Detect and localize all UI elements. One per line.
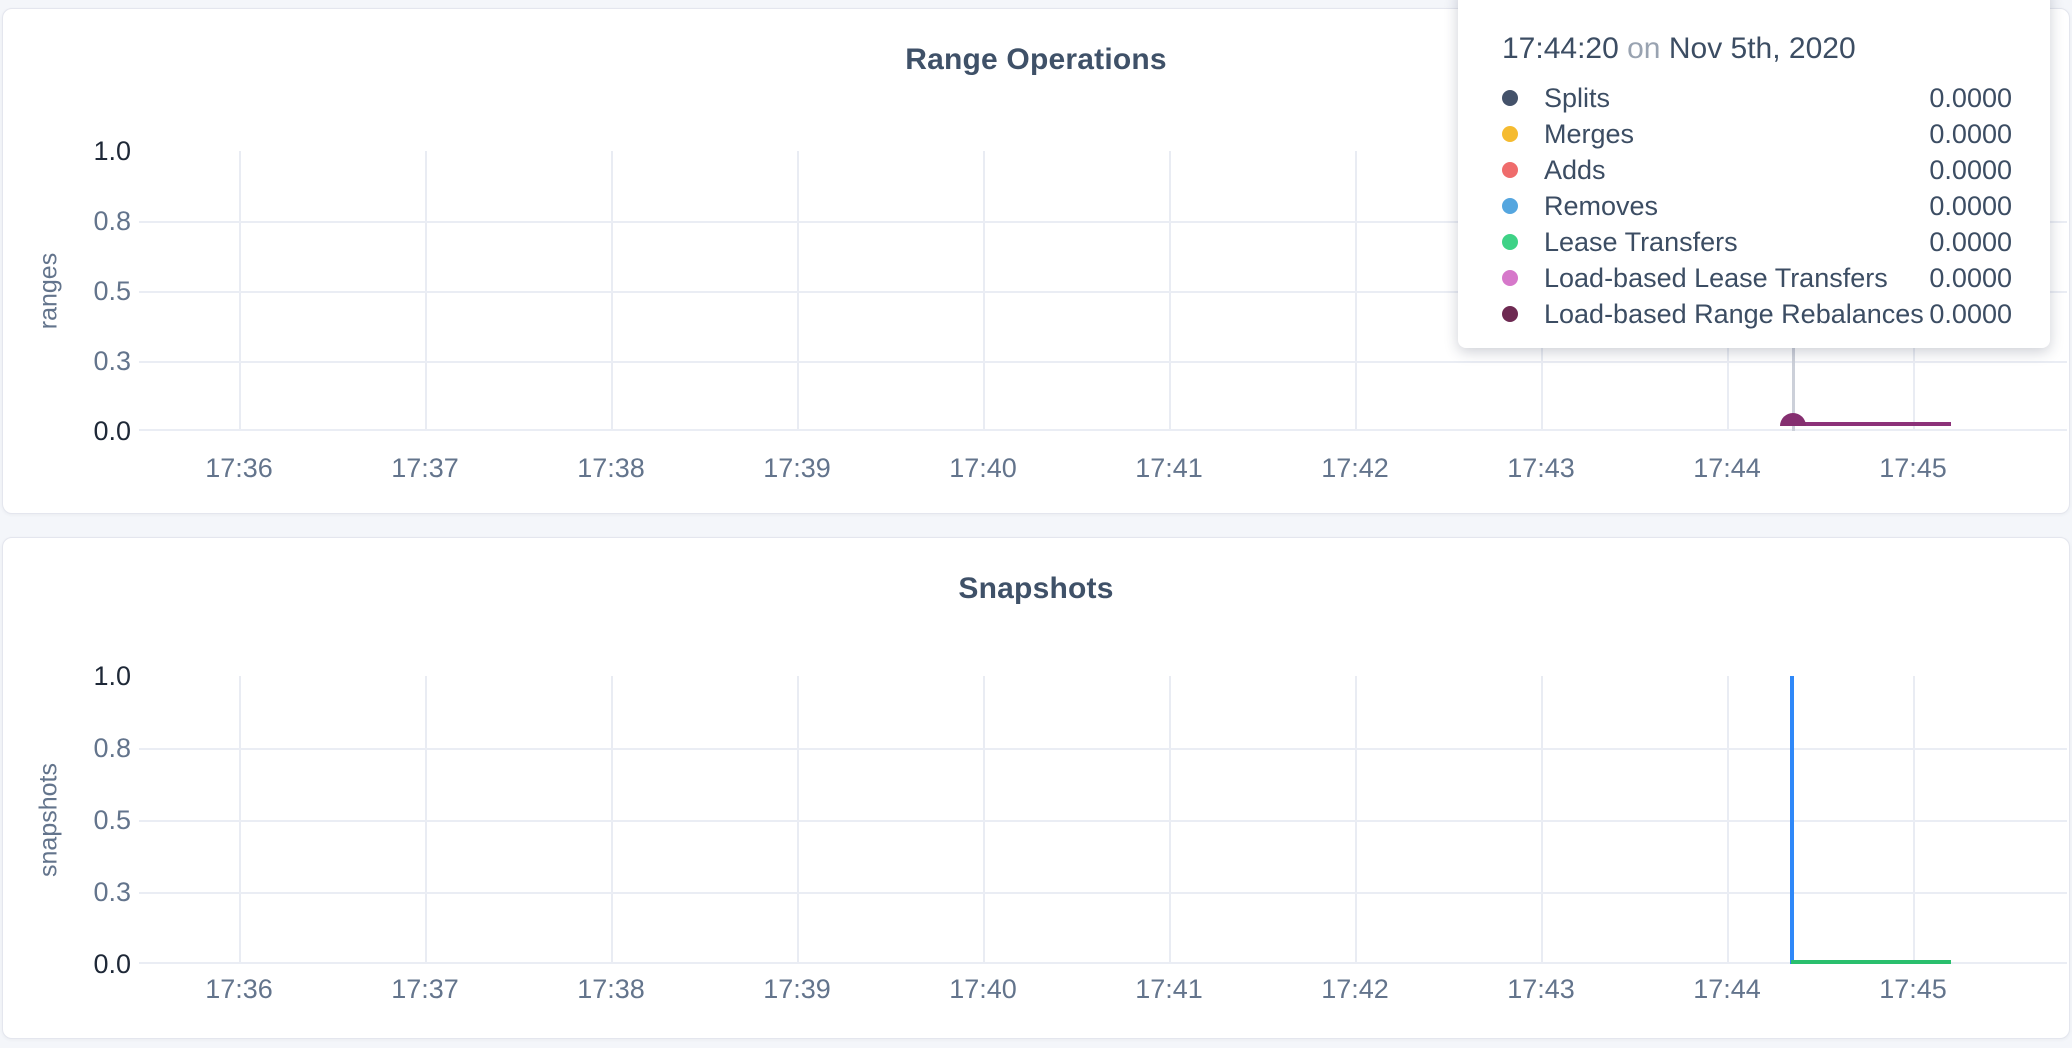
y-tick-label: 0.5 xyxy=(93,805,131,835)
lease-transfers-color-dot xyxy=(1502,234,1518,250)
gridline xyxy=(139,892,2067,894)
tooltip-series-value: 0.0000 xyxy=(1929,118,2012,149)
gridline xyxy=(139,291,2067,293)
y-tick-label: 1.0 xyxy=(93,136,131,166)
load-based-range-rebalances-color-dot xyxy=(1502,306,1518,322)
tooltip-series-label: Removes xyxy=(1544,190,1659,221)
tooltip-series-value: 0.0000 xyxy=(1929,262,2012,293)
gridline xyxy=(139,820,2067,822)
tooltip-time: 17:44:20 xyxy=(1502,32,1619,65)
splits-color-dot xyxy=(1502,90,1518,106)
tooltip-series-value: 0.0000 xyxy=(1929,226,2012,257)
tooltip-series-row: Lease Transfers 0.0000 xyxy=(1492,224,2012,260)
hover-tooltip: 17:44:20 on Nov 5th, 2020 Splits 0.0000 … xyxy=(1458,0,2050,348)
snapshots-chart-panel: Snapshots snapshots 1.0 0.8 0.5 0.3 0.0 … xyxy=(2,537,2070,1039)
x-tick-label: 17:37 xyxy=(391,453,459,483)
x-tick-label: 17:45 xyxy=(1879,453,1947,483)
x-tick-label: 17:38 xyxy=(577,453,645,483)
tooltip-series-label: Adds xyxy=(1544,154,1606,185)
tooltip-series-value: 0.0000 xyxy=(1929,298,2012,329)
tooltip-series-row: Load-based Lease Transfers 0.0000 xyxy=(1492,260,2012,296)
y-tick-label: 0.8 xyxy=(93,733,131,763)
gridline xyxy=(139,748,2067,750)
tooltip-series-label: Merges xyxy=(1544,118,1635,149)
snapshots-plot-area[interactable] xyxy=(139,676,2067,964)
tooltip-separator: on xyxy=(1627,32,1661,65)
gridline xyxy=(139,221,2067,223)
x-tick-label: 17:40 xyxy=(949,974,1017,1004)
x-tick-label: 17:39 xyxy=(763,453,831,483)
tooltip-series-label: Load-based Range Rebalances xyxy=(1544,298,1924,329)
gridline xyxy=(139,361,2067,363)
tooltip-series-label: Lease Transfers xyxy=(1544,226,1738,257)
tooltip-series-row: Adds 0.0000 xyxy=(1492,152,2012,188)
removes-color-dot xyxy=(1502,198,1518,214)
tooltip-date: Nov 5th, 2020 xyxy=(1668,32,1856,65)
x-tick-label: 17:41 xyxy=(1135,453,1203,483)
x-tick-label: 17:44 xyxy=(1693,453,1761,483)
y-tick-label: 0.5 xyxy=(93,276,131,306)
tooltip-series-value: 0.0000 xyxy=(1929,190,2012,221)
x-tick-label: 17:36 xyxy=(205,974,273,1004)
hover-series-point xyxy=(1780,413,1806,426)
y-tick-label: 1.0 xyxy=(93,661,131,691)
tooltip-timestamp: 17:44:20 on Nov 5th, 2020 xyxy=(1502,32,2012,66)
tooltip-series-row: Splits 0.0000 xyxy=(1492,80,2012,116)
tooltip-series-value: 0.0000 xyxy=(1929,154,2012,185)
tooltip-series-label: Load-based Lease Transfers xyxy=(1544,262,1888,293)
tooltip-series-label: Splits xyxy=(1544,82,1611,113)
x-tick-label: 17:42 xyxy=(1321,974,1389,1004)
snapshots-blue-series-line xyxy=(1790,676,1794,964)
x-tick-label: 17:44 xyxy=(1693,974,1761,1004)
x-tick-label: 17:40 xyxy=(949,453,1017,483)
y-tick-label: 0.3 xyxy=(93,877,131,907)
merges-color-dot xyxy=(1502,126,1518,142)
gridline xyxy=(139,429,2067,431)
tooltip-series-row: Merges 0.0000 xyxy=(1492,116,2012,152)
x-tick-label: 17:39 xyxy=(763,974,831,1004)
chart-title: Range Operations xyxy=(905,43,1167,76)
chart-title: Snapshots xyxy=(958,572,1114,605)
adds-color-dot xyxy=(1502,162,1518,178)
tooltip-series-row: Load-based Range Rebalances 0.0000 xyxy=(1492,296,2012,332)
snapshots-green-series-line xyxy=(1791,960,1951,964)
load-based-lease-transfers-color-dot xyxy=(1502,270,1518,286)
tooltip-series-row: Removes 0.0000 xyxy=(1492,188,2012,224)
tooltip-series-value: 0.0000 xyxy=(1929,82,2012,113)
x-tick-label: 17:41 xyxy=(1135,974,1203,1004)
x-tick-label: 17:37 xyxy=(391,974,459,1004)
x-tick-label: 17:36 xyxy=(205,453,273,483)
x-tick-label: 17:43 xyxy=(1507,974,1575,1004)
x-tick-label: 17:45 xyxy=(1879,974,1947,1004)
y-tick-label: 0.3 xyxy=(93,346,131,376)
load-based-range-rebalances-line xyxy=(1791,422,1951,426)
x-tick-label: 17:43 xyxy=(1507,453,1575,483)
y-tick-label: 0.8 xyxy=(93,206,131,236)
y-tick-label: 0.0 xyxy=(93,949,131,979)
gridline xyxy=(139,962,2067,964)
x-tick-label: 17:38 xyxy=(577,974,645,1004)
x-tick-label: 17:42 xyxy=(1321,453,1389,483)
y-tick-label: 0.0 xyxy=(93,416,131,446)
